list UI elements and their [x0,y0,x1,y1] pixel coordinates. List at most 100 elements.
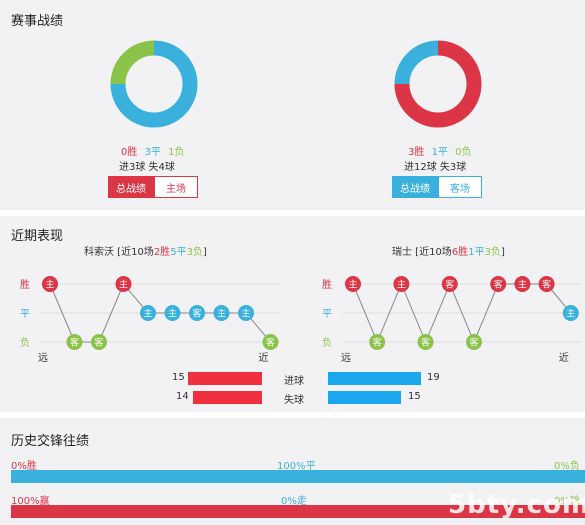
form-point: 客 [538,276,555,292]
right-tabs: 总战绩 客场 [392,176,482,198]
form-point: 主 [164,305,181,321]
donut-slice-胜 [394,40,482,128]
svg-text:客: 客 [494,279,503,291]
donut-slice-负 [110,40,155,85]
match-record-panel: 赛事战绩 0胜 3平 1负 进3球 失4球 总战绩 主场 3胜 1平 0负 进1… [0,0,585,210]
form-point: 客 [466,334,482,350]
form-point: 主 [345,276,361,292]
left-tabs: 总战绩 主场 [108,176,198,198]
left-conceded-bar [193,391,262,404]
svg-text:主: 主 [518,279,527,291]
h2h-loss-pct: 0%负 [554,461,580,472]
h2h-result-bar [11,470,585,483]
right-draws: 1平 [431,147,448,158]
right-record-line: 3胜 1平 0负 [408,143,472,158]
h2h-handicap-win-pct: 100%赢 [11,496,50,507]
goals-label: 进球 [284,376,304,387]
right-conceded-value: 15 [408,391,421,402]
right-goals-bar [328,372,421,385]
svg-text:主: 主 [143,308,152,320]
left-goals-bar [188,372,262,385]
right-team-name: 瑞士 [392,247,412,258]
form-point: 客 [66,334,83,350]
svg-text:客: 客 [542,279,551,291]
svg-text:客: 客 [469,337,478,349]
svg-text:主: 主 [241,308,250,320]
recent-form-panel: 近期表现 科索沃 [近10场2胜5平3负] 瑞士 [近10场6胜1平3负] 胜平… [0,216,585,412]
form-point: 主 [140,305,156,321]
form-point: 主 [238,305,254,321]
form-line [352,282,572,344]
left-form-chart: 胜平负主客 客主主主客主主客远近 [20,276,281,364]
form-line [49,283,271,343]
near-label: 近 [559,351,569,364]
svg-text:主: 主 [348,279,357,291]
form-point: 主 [393,276,410,292]
svg-text:主: 主 [119,279,128,291]
far-label: 远 [38,352,48,364]
form-point: 主 [115,276,132,292]
left-goals: 进3球 失4球 [119,162,175,173]
right-losses: 0负 [455,147,472,158]
right-donut-chart [394,40,482,128]
head-to-head-panel: 历史交锋往绩 0%胜 100%平 0%负 100%赢 0%走 0%输 5bty.… [0,418,585,525]
row-label: 平 [20,309,30,320]
left-donut-chart [110,40,198,128]
form-point: 客 [189,305,205,321]
left-goals-value: 15 [172,372,185,383]
svg-text:客: 客 [266,337,275,349]
form-point: 主 [213,305,230,321]
h2h-handicap-push-pct: 0%走 [281,496,307,507]
svg-text:客: 客 [373,337,382,349]
donut-slice-平 [110,40,198,128]
left-conceded-value: 14 [176,391,189,402]
row-label: 负 [20,336,30,349]
right-conceded-bar [328,391,401,404]
h2h-win-pct: 0%胜 [11,461,37,472]
row-label: 胜 [20,279,30,291]
row-label: 胜 [322,279,332,291]
h2h-handicap-loss-pct: 0%输 [554,496,580,507]
row-label: 平 [322,309,332,320]
near-label: 近 [259,351,269,364]
left-wins: 0胜 [121,147,138,158]
svg-text:客: 客 [94,337,103,349]
right-team-summary: 瑞士 [近10场6胜1平3负] [392,247,505,258]
left-team-name: 科索沃 [84,247,114,258]
left-team-summary: 科索沃 [近10场2胜5平3负] [84,247,207,258]
section-title-h2h: 历史交锋往绩 [11,434,90,449]
form-point: 主 [562,305,579,321]
form-point: 客 [369,334,386,350]
form-point: 客 [91,334,107,350]
far-label: 远 [341,352,351,364]
form-point: 客 [441,276,458,292]
svg-text:主: 主 [217,308,226,320]
form-point: 主 [42,276,58,292]
left-losses: 1负 [168,147,185,158]
h2h-draw-pct: 100%平 [277,461,316,472]
tab-away[interactable]: 客场 [438,176,482,198]
row-label: 负 [322,336,332,349]
svg-text:客: 客 [192,308,201,320]
left-record-line: 0胜 3平 1负 [121,143,185,158]
tab-home[interactable]: 主场 [154,176,198,198]
form-point: 主 [514,276,531,292]
tab-total-left[interactable]: 总战绩 [108,176,154,198]
form-point: 客 [490,276,507,292]
svg-text:客: 客 [70,337,79,349]
left-draws: 3平 [144,147,161,158]
right-form-chart: 胜平负主客主客客客客主客主远近 [322,276,581,364]
right-goals: 进12球 失3球 [404,162,467,173]
svg-text:主: 主 [168,308,177,320]
watermark: 5bty.com [448,490,585,520]
svg-text:主: 主 [566,308,575,320]
svg-text:主: 主 [397,279,406,291]
section-title-record: 赛事战绩 [11,14,64,29]
form-point: 客 [417,334,434,350]
svg-text:主: 主 [45,279,54,291]
svg-text:客: 客 [421,337,430,349]
right-wins: 3胜 [408,147,425,158]
right-goals-value: 19 [427,372,440,383]
form-point: 客 [262,334,279,350]
tab-total-right[interactable]: 总战绩 [392,176,438,198]
